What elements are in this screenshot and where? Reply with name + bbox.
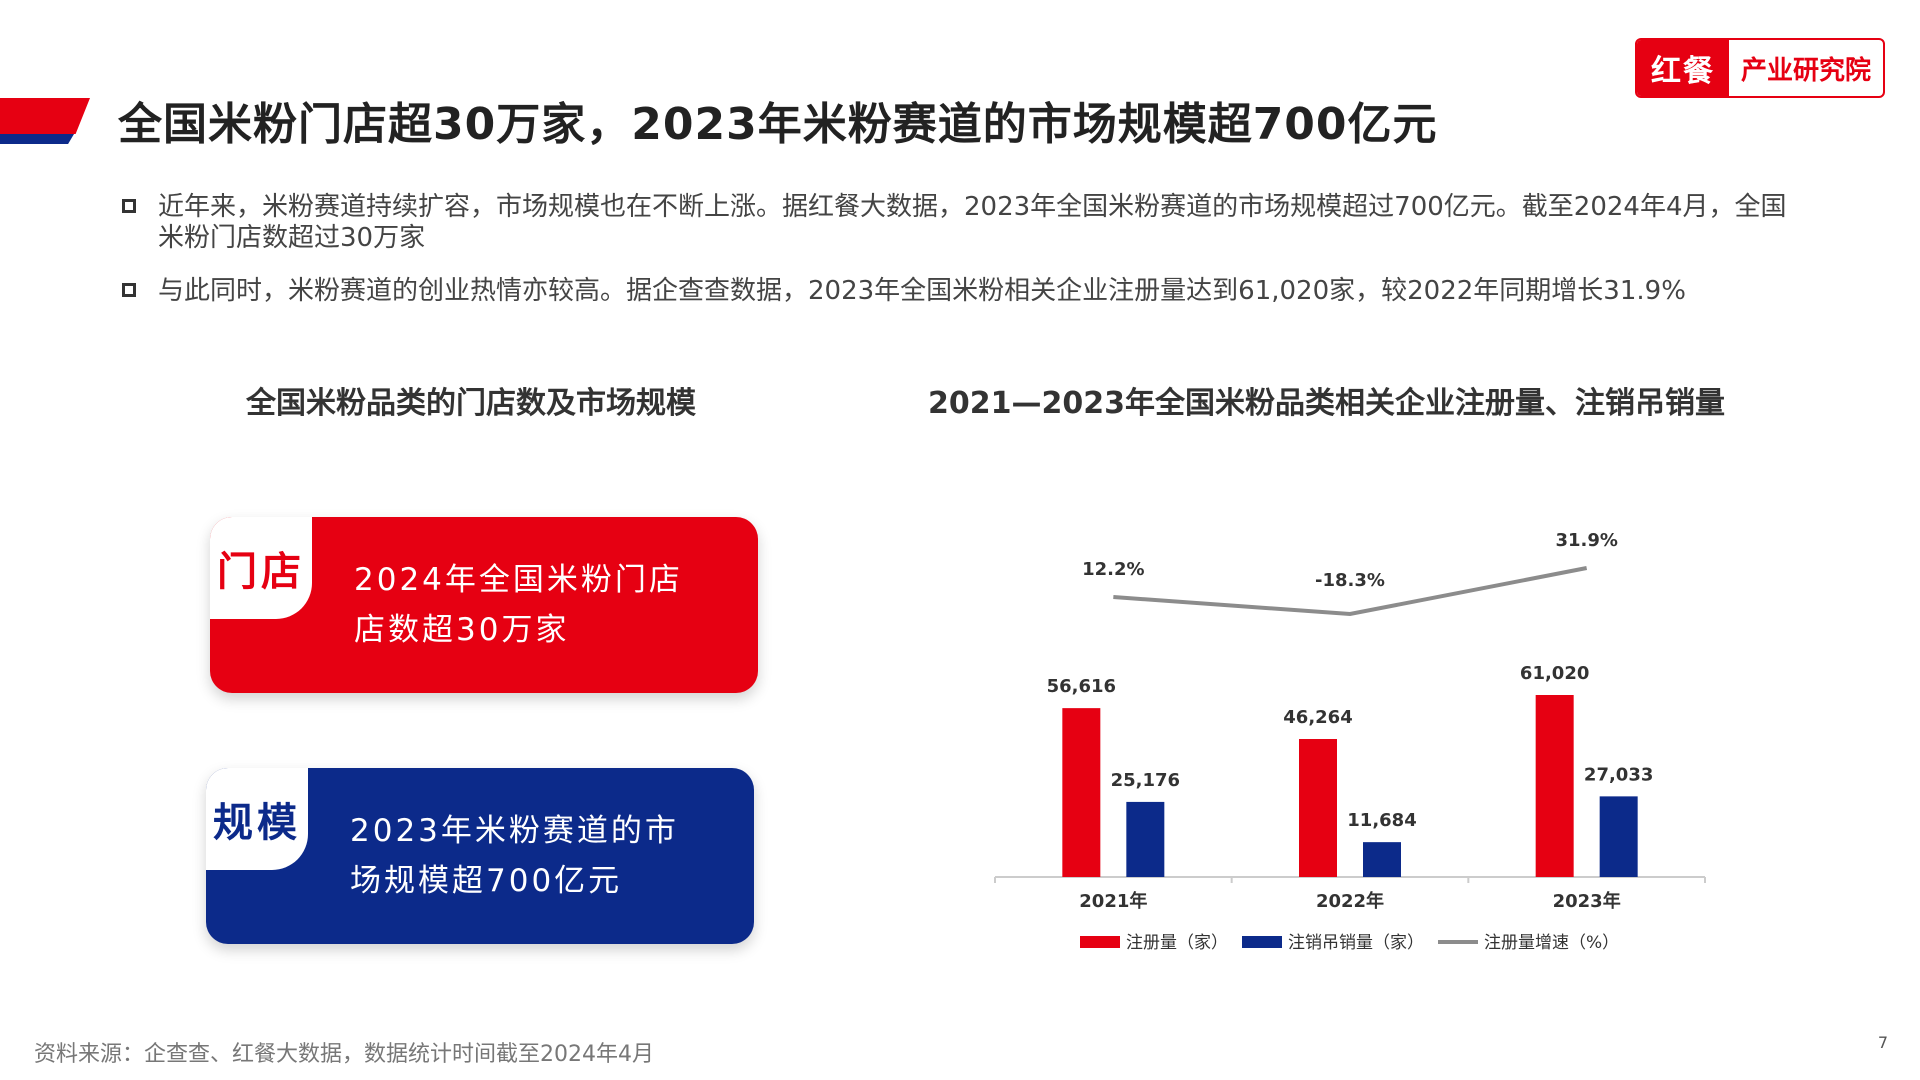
x-tick-label: 2023年 bbox=[1553, 890, 1621, 912]
card-text: 2024年全国米粉门店 店数超30万家 bbox=[354, 555, 734, 655]
bar-data-label: 46,264 bbox=[1283, 707, 1352, 728]
left-section-title: 全国米粉品类的门店数及市场规模 bbox=[246, 386, 696, 421]
logo-mark: 红餐 bbox=[1636, 40, 1729, 96]
legend-swatch bbox=[1242, 936, 1282, 948]
checkbox-bullet-icon bbox=[122, 199, 136, 213]
line-data-label: 31.9% bbox=[1555, 530, 1617, 551]
card-text-line: 2024年全国米粉门店 bbox=[354, 562, 683, 598]
bar bbox=[1126, 801, 1165, 877]
legend-label: 注册量增速（%） bbox=[1484, 933, 1619, 953]
registration-chart: 56,616 46,264 61,020 25,176 11,684 27,033 2021… bbox=[994, 530, 1706, 953]
card-text-line: 2023年米粉赛道的市 bbox=[350, 813, 679, 849]
bullet-item: 与此同时，米粉赛道的创业热情亦较高。据企查查数据，2023年全国米粉相关企业注册… bbox=[122, 276, 1802, 307]
title-accent-blue bbox=[0, 134, 74, 144]
title-accent-red bbox=[0, 98, 90, 134]
page-number: 7 bbox=[1877, 1033, 1888, 1052]
bullet-item: 近年来，米粉赛道持续扩容，市场规模也在不断上涨。据红餐大数据，2023年全国米粉… bbox=[122, 192, 1802, 254]
bar-data-label: 27,033 bbox=[1584, 764, 1653, 785]
card-tag: 门店 bbox=[210, 517, 312, 619]
growth-line bbox=[1113, 566, 1588, 617]
x-tick-label: 2021年 bbox=[1079, 890, 1147, 912]
bullet-list: 近年来，米粉赛道持续扩容，市场规模也在不断上涨。据红餐大数据，2023年全国米粉… bbox=[122, 192, 1802, 329]
legend-label: 注销吊销量（家） bbox=[1288, 933, 1424, 953]
checkbox-bullet-icon bbox=[122, 283, 136, 297]
bar bbox=[1363, 842, 1401, 877]
title-accent-bar bbox=[0, 98, 90, 148]
card-text-line: 场规模超700亿元 bbox=[350, 863, 623, 899]
x-tick-label: 2022年 bbox=[1316, 890, 1384, 912]
brand-logo: 红餐 产业研究院 bbox=[1634, 38, 1885, 98]
legend-label: 注册量（家） bbox=[1126, 933, 1228, 953]
bar bbox=[1062, 708, 1101, 877]
page-title: 全国米粉门店超30万家，2023年米粉赛道的市场规模超700亿元 bbox=[118, 99, 1438, 150]
source-note: 资料来源：企查查、红餐大数据，数据统计时间截至2024年4月 bbox=[34, 1042, 654, 1067]
bar bbox=[1535, 695, 1574, 877]
store-count-card: 门店 2024年全国米粉门店 店数超30万家 bbox=[210, 517, 758, 693]
legend-swatch bbox=[1080, 936, 1120, 948]
market-size-card: 规模 2023年米粉赛道的市 场规模超700亿元 bbox=[206, 768, 754, 944]
bar-data-label: 61,020 bbox=[1520, 663, 1589, 684]
card-text: 2023年米粉赛道的市 场规模超700亿元 bbox=[350, 806, 730, 906]
logo-name: 产业研究院 bbox=[1740, 55, 1871, 86]
chart-title: 2021—2023年全国米粉品类相关企业注册量、注销吊销量 bbox=[928, 386, 1725, 421]
bar bbox=[1599, 796, 1638, 877]
line-data-label: 12.2% bbox=[1082, 559, 1144, 580]
card-text-line: 店数超30万家 bbox=[354, 612, 570, 648]
line-data-label: -18.3% bbox=[1315, 570, 1385, 591]
bar bbox=[1299, 739, 1337, 877]
bar-data-label: 56,616 bbox=[1047, 676, 1116, 697]
bar-data-label: 11,684 bbox=[1347, 810, 1416, 831]
card-tag: 规模 bbox=[206, 768, 308, 870]
bullet-text: 近年来，米粉赛道持续扩容，市场规模也在不断上涨。据红餐大数据，2023年全国米粉… bbox=[158, 192, 1787, 253]
bar-data-label: 25,176 bbox=[1111, 770, 1180, 791]
bullet-text: 与此同时，米粉赛道的创业热情亦较高。据企查查数据，2023年全国米粉相关企业注册… bbox=[158, 276, 1686, 306]
